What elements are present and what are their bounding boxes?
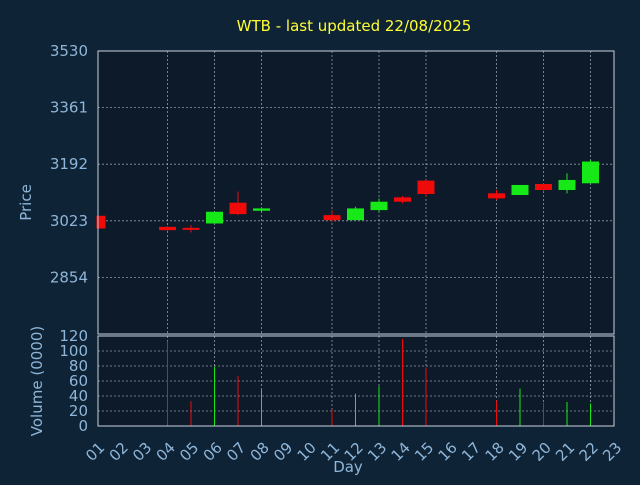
volume-tick-label: 0 xyxy=(78,417,88,435)
candle-body xyxy=(417,180,435,195)
volume-frame xyxy=(97,335,615,427)
candle-body xyxy=(182,227,200,230)
volume-tick-label: 60 xyxy=(69,372,88,390)
candle-body xyxy=(98,215,106,229)
volume-tick-label: 80 xyxy=(69,357,88,375)
volume-tick-label: 100 xyxy=(59,342,88,360)
candle-body xyxy=(347,208,364,221)
candle-body xyxy=(535,183,552,190)
price-tick-label: 3361 xyxy=(50,99,88,117)
price-tick-label: 2854 xyxy=(50,268,88,286)
volume-axis-label: Volume (0000) xyxy=(28,326,46,436)
price-plot-area xyxy=(98,51,614,334)
candle-body xyxy=(582,161,599,184)
price-tick-label: 3192 xyxy=(50,155,88,173)
candle-body xyxy=(229,202,247,215)
price-panel: 2854 3023 3192 3361 3530 Price xyxy=(17,42,615,335)
candle-body xyxy=(253,208,270,211)
candle-body xyxy=(558,179,576,190)
chart-title: WTB - last updated 22/08/2025 xyxy=(237,17,472,35)
price-axis-label: Price xyxy=(17,184,35,221)
candle-body xyxy=(370,201,388,211)
x-axis-label: Day xyxy=(333,458,363,476)
candle-body xyxy=(511,184,529,196)
candle-body xyxy=(159,226,176,231)
candle-body xyxy=(488,193,505,199)
candle-body xyxy=(394,197,411,202)
candle-body xyxy=(206,211,223,224)
volume-tick-label: 20 xyxy=(69,402,88,420)
volume-tick-label: 120 xyxy=(59,327,88,345)
volume-tick-label: 40 xyxy=(69,387,88,405)
price-frame xyxy=(97,50,615,335)
candle-body xyxy=(323,215,341,221)
price-tick-label: 3530 xyxy=(50,42,88,60)
price-tick-label: 3023 xyxy=(50,212,88,230)
